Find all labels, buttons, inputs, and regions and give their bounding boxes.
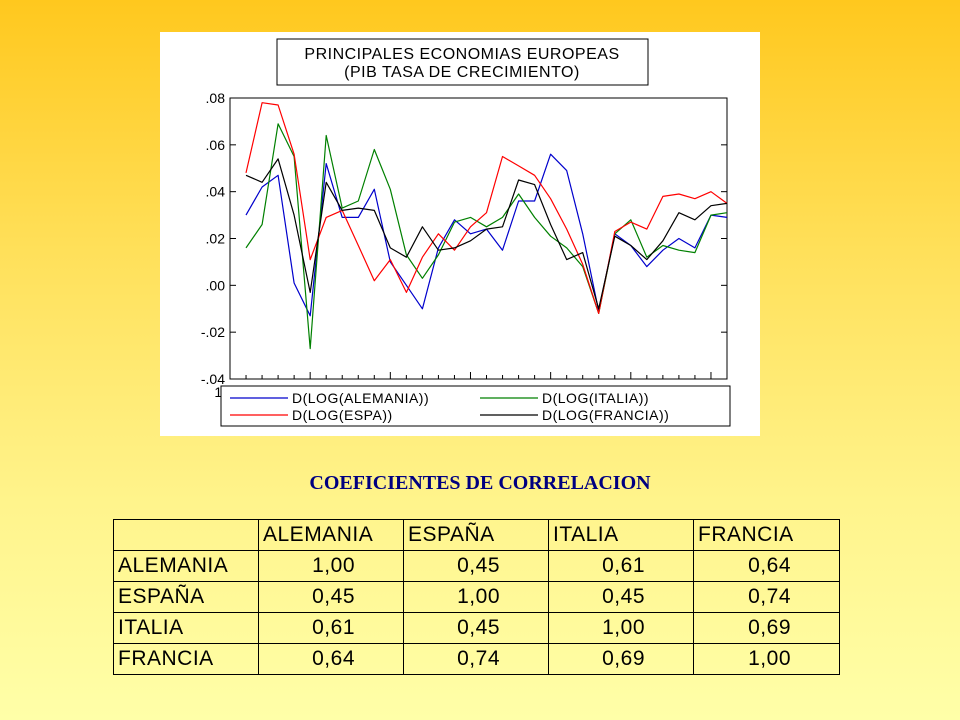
legend-label: D(LOG(ALEMANIA)) [292, 390, 429, 406]
table-cell: 0,61 [258, 612, 404, 644]
table-cell: 0,69 [548, 643, 694, 675]
legend-box [220, 385, 731, 427]
growth-line-chart: PRINCIPALES ECONOMIAS EUROPEAS (PIB TASA… [201, 38, 731, 427]
chart-title-box [276, 38, 649, 86]
table-cell: 0,74 [693, 581, 840, 613]
correlation-table: ALEMANIA ESPAÑA ITALIA FRANCIA ALEMANIA … [113, 519, 840, 675]
series-line-dlogespa [245, 102, 728, 314]
table-cell: 0,45 [403, 612, 549, 644]
table-cell: 0,64 [258, 643, 404, 675]
table-cell: 1,00 [548, 612, 694, 644]
table-cell: 0,74 [403, 643, 549, 675]
table-cell: 1,00 [403, 581, 549, 613]
legend-label: D(LOG(ESPA)) [292, 407, 393, 423]
series-lines [245, 102, 728, 350]
y-tick-label: -.02 [201, 324, 225, 340]
table-cell: 0,45 [403, 550, 549, 582]
y-tick-label: .04 [206, 184, 226, 200]
legend-label: D(LOG(FRANCIA)) [542, 407, 669, 423]
correlation-title: COEFICIENTES DE CORRELACION [309, 472, 651, 494]
table-cell: 1,00 [693, 643, 840, 675]
row-label: ITALIA [113, 612, 259, 644]
table-header-cell: ITALIA [548, 519, 694, 551]
y-tick-label: .02 [206, 231, 226, 247]
row-label: FRANCIA [113, 643, 259, 675]
table-row: ESPAÑA 0,45 1,00 0,45 0,74 [113, 581, 840, 613]
y-axis: .08 .06 .04 .02 .00 -.02 -.04 [201, 90, 727, 387]
series-line-dlogfrancia [245, 158, 728, 310]
plot-frame [229, 97, 728, 380]
table-cell: 0,45 [258, 581, 404, 613]
table-row: ALEMANIA 1,00 0,45 0,61 0,64 [113, 550, 840, 582]
table-cell: 0,45 [548, 581, 694, 613]
y-tick-label: .06 [206, 137, 226, 153]
table-header-cell: FRANCIA [693, 519, 840, 551]
table-header-cell: ALEMANIA [258, 519, 404, 551]
y-tick-label: .08 [206, 90, 226, 106]
table-cell: 0,61 [548, 550, 694, 582]
table-row: FRANCIA 0,64 0,74 0,69 1,00 [113, 643, 840, 675]
legend-label: D(LOG(ITALIA)) [542, 390, 649, 406]
y-tick-label: .00 [206, 277, 226, 293]
table-cell: 0,64 [693, 550, 840, 582]
y-tick-label: -.04 [201, 371, 225, 387]
row-label: ALEMANIA [113, 550, 259, 582]
table-cell: 0,69 [693, 612, 840, 644]
series-line-dlogitalia [245, 123, 728, 350]
table-cell: 1,00 [258, 550, 404, 582]
table-header-cell [113, 519, 259, 551]
chart-title-line2: (PIB TASA DE CRECIMIENTO) [344, 64, 580, 81]
chart-title-line1: PRINCIPALES ECONOMIAS EUROPEAS [304, 46, 619, 63]
row-label: ESPAÑA [113, 581, 259, 613]
chart-panel: PRINCIPALES ECONOMIAS EUROPEAS (PIB TASA… [160, 32, 760, 436]
legend: D(LOG(ALEMANIA)) D(LOG(ITALIA)) D(LOG(ESPA… [230, 390, 669, 423]
table-row: ITALIA 0,61 0,45 1,00 0,69 [113, 612, 840, 644]
table-header-row: ALEMANIA ESPAÑA ITALIA FRANCIA [113, 519, 840, 551]
table-header-cell: ESPAÑA [403, 519, 549, 551]
